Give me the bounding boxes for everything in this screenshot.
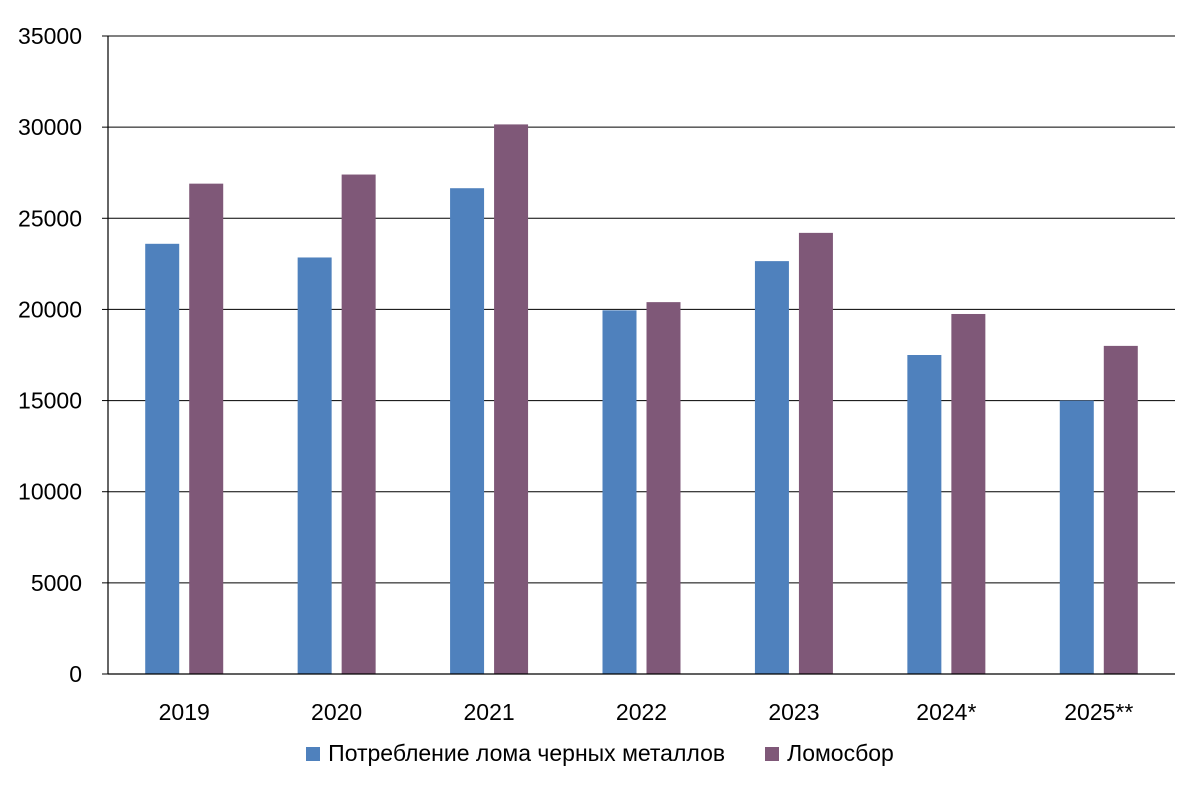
x-tick-label: 2019	[159, 699, 210, 725]
gridlines	[108, 35, 1175, 584]
y-tick-label: 30000	[18, 114, 82, 140]
bar-2-2021	[494, 124, 529, 674]
bar-2-2022	[646, 302, 681, 674]
x-tick-label: 2025**	[1064, 699, 1133, 725]
y-tick-label: 5000	[31, 570, 82, 596]
bar-2-2025**	[1103, 345, 1138, 674]
y-tick-label: 35000	[18, 23, 82, 49]
y-axis-ticks: 0 5000 10000 15000 20000 25000 30000 35000	[18, 23, 108, 687]
legend-label-series-2: Ломосбор	[787, 740, 894, 766]
bar-1-2025**	[1059, 400, 1094, 674]
bar-2-2024*	[951, 313, 986, 674]
x-tick-label: 2020	[311, 699, 362, 725]
x-axis-ticks: 2019 2020 2021 2022 2023 2024* 2025**	[159, 699, 1134, 725]
bar-1-2022	[602, 310, 637, 674]
bar-2-2019	[189, 183, 224, 674]
legend: Потребление лома черных металлов Ломосбо…	[0, 740, 1200, 767]
x-tick-label: 2024*	[916, 699, 976, 725]
legend-item-series-2: Ломосбор	[765, 740, 894, 767]
bars	[145, 124, 1138, 675]
y-tick-label: 0	[69, 661, 82, 687]
x-tick-label: 2022	[616, 699, 667, 725]
bar-1-2019	[145, 243, 180, 674]
legend-swatch-series-1	[306, 746, 321, 761]
x-tick-label: 2023	[768, 699, 819, 725]
bar-2-2020	[341, 174, 376, 674]
y-tick-label: 15000	[18, 388, 82, 414]
bar-1-2020	[297, 257, 332, 674]
bar-2-2023	[798, 232, 833, 674]
legend-label-series-1: Потребление лома черных металлов	[328, 740, 726, 766]
y-tick-label: 20000	[18, 296, 82, 322]
bar-1-2021	[450, 188, 485, 675]
x-tick-label: 2021	[463, 699, 514, 725]
bar-1-2024*	[907, 355, 942, 674]
legend-swatch-series-2	[765, 746, 780, 761]
y-tick-label: 25000	[18, 205, 82, 231]
bar-chart: 0 5000 10000 15000 20000 25000 30000 35000 2019…	[18, 23, 1175, 725]
bar-1-2023	[754, 261, 789, 674]
y-tick-label: 10000	[18, 479, 82, 505]
legend-item-series-1: Потребление лома черных металлов	[306, 740, 725, 767]
